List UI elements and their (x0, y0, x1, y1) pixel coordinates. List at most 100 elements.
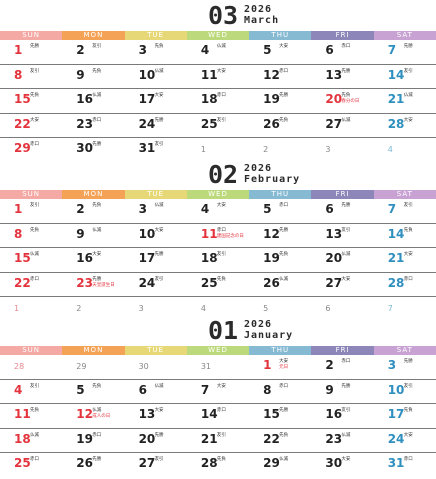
rokuyo-label: 仏滅 (341, 117, 351, 123)
day-number: 6 (325, 43, 334, 57)
day-cell: 29 赤口 (0, 138, 62, 161)
day-number: 25 (14, 456, 31, 470)
day-number: 27 (325, 116, 343, 131)
day-number: 3 (138, 43, 147, 57)
day-number: 23 (325, 431, 343, 446)
day-number: 22 (14, 275, 31, 290)
month-header: 01 2026 January (0, 316, 436, 345)
day-number: 28 (387, 116, 405, 131)
month-year: 2026 (244, 4, 273, 15)
day-number: 1 (263, 358, 272, 372)
rokuyo-label: 仏滅 (279, 276, 289, 282)
day-number: 18 (14, 431, 31, 446)
day-cell: 6 赤口 (311, 40, 373, 63)
day-cell: 14 友引 (374, 65, 436, 88)
day-number: 5 (263, 202, 272, 216)
weekday-label-thu: THU (249, 346, 312, 355)
day-number: 12 (263, 226, 280, 241)
week-row: 1 友引 2 先負 3 仏滅 4 大安 5 赤口 6 先勝 7 友引 (0, 199, 436, 224)
day-number: 24 (138, 275, 156, 290)
day-cell: 22 大安 (0, 114, 62, 137)
month-name: March (244, 15, 280, 26)
day-cell: 18 友引 (187, 248, 249, 271)
rokuyo-label: 友引 (30, 203, 39, 208)
weekday-label-mon: MON (62, 190, 125, 199)
month-header: 02 2026 February (0, 162, 436, 187)
day-cell: 7 (374, 297, 436, 320)
rokuyo-label: 友引 (30, 383, 39, 389)
month-number: 01 (208, 316, 239, 345)
rokuyo-label: 先勝 (341, 203, 351, 208)
day-cell: 19 先勝 (249, 89, 311, 112)
rokuyo-label: 先勝 (154, 252, 164, 257)
weekday-label-wed: WED (186, 190, 250, 199)
day-cell: 15 仏滅 (0, 248, 62, 271)
day-cell: 27 仏滅 (311, 114, 373, 137)
day-cell: 4 仏滅 (187, 40, 249, 63)
rokuyo-label: 友引 (403, 383, 413, 389)
rokuyo-label: 先勝 (92, 276, 102, 282)
day-cell: 9 先負 (62, 65, 124, 88)
day-cell: 21 仏滅 (374, 89, 436, 112)
day-number: 15 (14, 92, 31, 106)
rokuyo-label: 友引 (154, 457, 164, 462)
day-number: 28 (387, 275, 405, 290)
weekday-label-wed: WED (186, 346, 250, 355)
day-number: 1 (14, 43, 23, 57)
day-cell: 15 先負 (0, 89, 62, 112)
day-cell: 10 仏滅 (125, 65, 187, 88)
day-number: 3 (325, 145, 331, 154)
week-row: 15 仏滅 16 大安 17 先勝 18 友引 19 先負 20 仏滅 21 大安 (0, 248, 436, 273)
rokuyo-label: 赤口 (30, 457, 39, 462)
week-row: 11 先負 12 仏滅 成人の日 13 大安 14 赤口 15 先勝 16 友引 17 先負 (0, 404, 436, 429)
day-number: 2 (76, 202, 85, 216)
day-number: 9 (76, 67, 85, 82)
day-cell: 3 (311, 138, 373, 161)
day-number: 11 (200, 226, 218, 241)
rokuyo-label: 先負 (30, 227, 39, 233)
rokuyo-label: 赤口 (30, 276, 39, 282)
day-number: 2 (76, 304, 82, 313)
rokuyo-label: 先勝 (92, 142, 102, 147)
rokuyo-label: 仏滅 (30, 252, 39, 257)
rokuyo-label: 先負 (279, 432, 289, 438)
day-cell: 3 (125, 297, 187, 320)
rokuyo-label: 赤口 (216, 408, 226, 413)
rokuyo-label: 先負 (154, 44, 164, 49)
month-name: February (244, 174, 301, 185)
rokuyo-label: 仏滅 (403, 93, 413, 98)
day-number: 17 (387, 407, 405, 421)
day-cell: 23 仏滅 (311, 429, 373, 452)
day-number: 4 (387, 145, 393, 154)
month-block: 02 2026 February SUN MON TUE WED THU FRI SAT 1 友引 2 先… (0, 159, 436, 319)
rokuyo-label: 赤口 (279, 383, 289, 389)
day-cell: 13 大安 (125, 404, 187, 427)
weekday-label-sat: SAT (373, 346, 436, 355)
rokuyo-label: 仏滅 (30, 432, 39, 438)
day-number: 6 (325, 304, 331, 313)
weekday-label-sun: SUN (0, 31, 63, 40)
rokuyo-label: 仏滅 (92, 93, 102, 98)
weekday-label-fri: FRI (311, 31, 374, 40)
day-number: 27 (138, 456, 156, 470)
rokuyo-label: 大安 (216, 203, 226, 208)
day-cell: 5 赤口 (249, 199, 311, 222)
rokuyo-label: 先勝 (30, 44, 39, 49)
month-block: 03 2026 March SUN MON TUE WED THU FRI SAT 1 先勝 2 友引 3 先… (0, 0, 436, 160)
day-number: 1 (14, 304, 20, 313)
week-row: 22 赤口 23 先勝 天皇誕生日 24 友引 25 先負 26 仏滅 27 大安 28 赤口 (0, 273, 436, 297)
rokuyo-label: 先負 (216, 276, 226, 282)
day-number: 12 (76, 407, 93, 421)
day-cell: 16 友引 (311, 404, 373, 427)
rokuyo-label: 友引 (154, 276, 164, 282)
day-cell: 1 大安 元日 (249, 355, 311, 378)
rokuyo-label: 友引 (403, 68, 413, 74)
day-cell: 3 先勝 (374, 355, 436, 378)
rokuyo-label: 友引 (341, 408, 351, 413)
rokuyo-label: 先勝 (279, 227, 289, 233)
day-cell: 21 友引 (187, 429, 249, 452)
day-number: 4 (200, 202, 210, 216)
day-number: 1 (200, 145, 206, 154)
day-cell: 22 先負 (249, 429, 311, 452)
